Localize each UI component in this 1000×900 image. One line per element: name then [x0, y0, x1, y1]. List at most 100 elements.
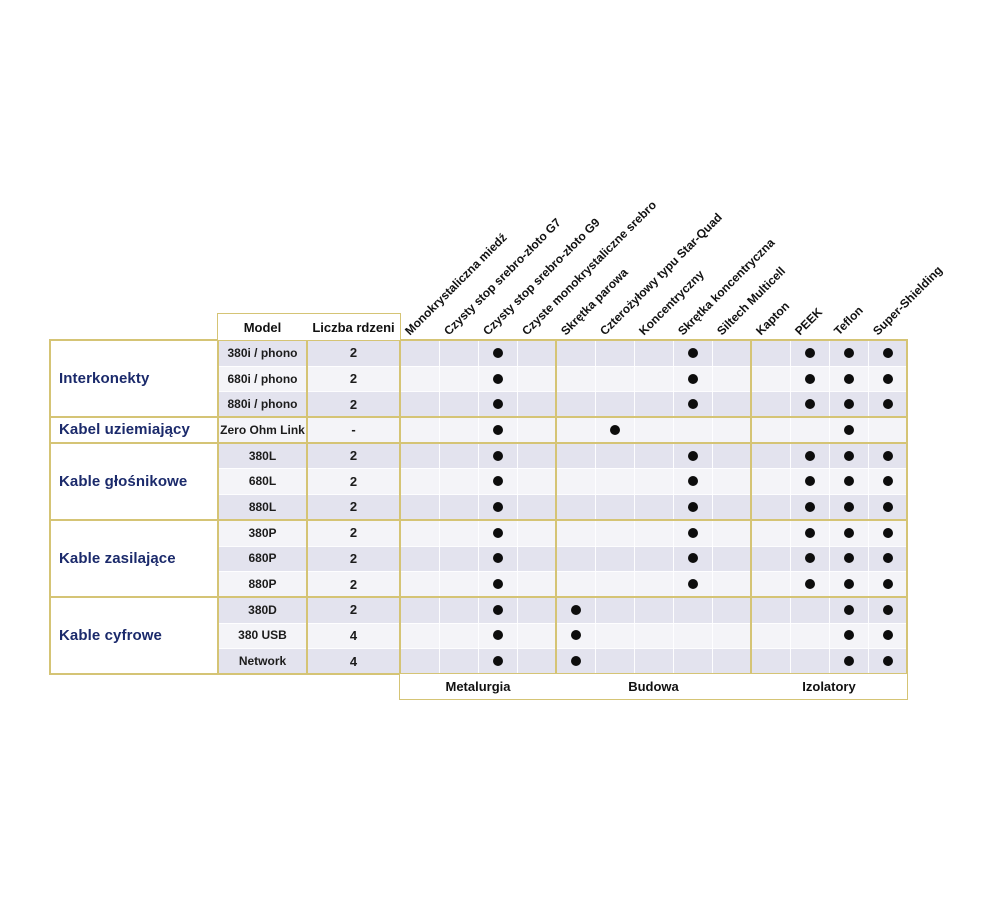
- row-stripe: [218, 622, 907, 649]
- row-stripe: [218, 494, 907, 520]
- feature-dot: [804, 579, 815, 590]
- grid-border-h: [399, 698, 908, 700]
- group-footer-budowa: Budowa: [556, 674, 751, 699]
- feature-dot: [804, 502, 815, 512]
- model-cell: 380L: [248, 448, 277, 463]
- feature-dot: [882, 630, 893, 641]
- feature-dot: [492, 579, 503, 590]
- row-hairline: [218, 468, 907, 470]
- row-hairline: [218, 622, 907, 624]
- feature-dot: [492, 347, 503, 358]
- feature-dot: [882, 656, 893, 667]
- feature-dot: [843, 527, 854, 538]
- grid-border-v: [906, 339, 908, 700]
- model-cell: 880i / phono: [227, 397, 298, 412]
- feature-dot: [492, 630, 503, 641]
- feature-dot: [570, 604, 581, 615]
- grid-border-v: [217, 313, 219, 675]
- model-cell: 380P: [248, 525, 277, 540]
- cores-cell: 2: [349, 371, 358, 387]
- model-cell: 880L: [248, 499, 277, 514]
- column-header-model: Model: [218, 314, 307, 340]
- grid-border-h: [49, 441, 908, 444]
- model-cell: 680i / phono: [227, 371, 298, 386]
- model-cell: 680P: [248, 551, 277, 566]
- cores-cell: 2: [349, 396, 358, 412]
- column-header-rotated: Teflon: [831, 303, 866, 338]
- feature-dot: [843, 579, 854, 590]
- column-header-cores: Liczba rdzeni: [307, 314, 400, 340]
- cores-cell: 2: [349, 448, 358, 464]
- cores-cell: 2: [349, 345, 358, 361]
- grid-border-v: [750, 339, 752, 700]
- group-footer-metalurgia: Metalurgia: [400, 674, 556, 699]
- feature-dot: [687, 553, 698, 564]
- cores-cell: 2: [349, 473, 358, 489]
- row-hairline: [218, 391, 907, 393]
- column-hairline: [868, 340, 869, 674]
- feature-dot: [687, 450, 698, 461]
- grid-border-h: [49, 518, 908, 521]
- model-cell: 880P: [248, 577, 277, 592]
- cores-cell: -: [351, 422, 356, 438]
- column-hairline: [829, 340, 830, 674]
- row-stripe: [218, 571, 907, 597]
- feature-dot: [843, 604, 854, 615]
- feature-dot: [687, 373, 698, 384]
- feature-dot: [492, 527, 503, 538]
- row-stripe: [218, 340, 907, 366]
- grid-border-v: [555, 339, 557, 700]
- row-stripe: [218, 545, 907, 572]
- grid-border-v: [306, 313, 308, 675]
- column-hairline: [595, 340, 596, 674]
- feature-dot: [804, 399, 815, 410]
- model-cell: 680L: [248, 474, 277, 489]
- group-footer-izolatory: Izolatory: [751, 674, 907, 699]
- feature-dot: [492, 553, 503, 564]
- feature-dot: [804, 527, 815, 538]
- model-cell: 380 USB: [238, 628, 287, 643]
- model-cell: Network: [238, 654, 287, 669]
- column-hairline: [439, 340, 440, 674]
- feature-dot: [687, 527, 698, 538]
- model-cell: Zero Ohm Link: [220, 422, 305, 437]
- feature-dot: [843, 424, 854, 435]
- category-label: Kabel uziemiający: [59, 421, 190, 439]
- feature-dot: [882, 450, 893, 461]
- feature-dot: [804, 450, 815, 461]
- feature-dot: [687, 347, 698, 358]
- grid-border-h: [49, 416, 908, 419]
- row-stripe: [218, 596, 907, 623]
- feature-dot: [492, 399, 503, 410]
- feature-dot: [882, 527, 893, 538]
- grid-border-h: [49, 595, 908, 598]
- row-hairline: [218, 571, 907, 573]
- feature-dot: [492, 424, 503, 435]
- feature-dot: [804, 373, 815, 384]
- column-header-rotated: Kapton: [753, 298, 793, 338]
- feature-dot: [687, 399, 698, 410]
- feature-dot: [882, 579, 893, 590]
- column-hairline: [673, 340, 674, 674]
- model-cell: 380D: [248, 602, 277, 617]
- column-hairline: [478, 340, 479, 674]
- feature-dot: [843, 399, 854, 410]
- feature-dot: [882, 399, 893, 410]
- category-label: Interkonekty: [59, 370, 150, 388]
- grid-border-h: [49, 339, 908, 341]
- feature-dot: [570, 630, 581, 641]
- row-hairline: [218, 365, 907, 367]
- feature-dot: [882, 347, 893, 358]
- model-cell: 380i / phono: [227, 345, 298, 360]
- column-hairline: [517, 340, 518, 674]
- feature-dot: [804, 476, 815, 487]
- grid-border-v: [399, 313, 401, 700]
- feature-dot: [492, 476, 503, 487]
- feature-dot: [492, 502, 503, 512]
- cores-cell: 4: [349, 653, 358, 669]
- feature-dot: [570, 656, 581, 667]
- feature-dot: [804, 553, 815, 564]
- feature-dot: [843, 450, 854, 461]
- feature-dot: [843, 373, 854, 384]
